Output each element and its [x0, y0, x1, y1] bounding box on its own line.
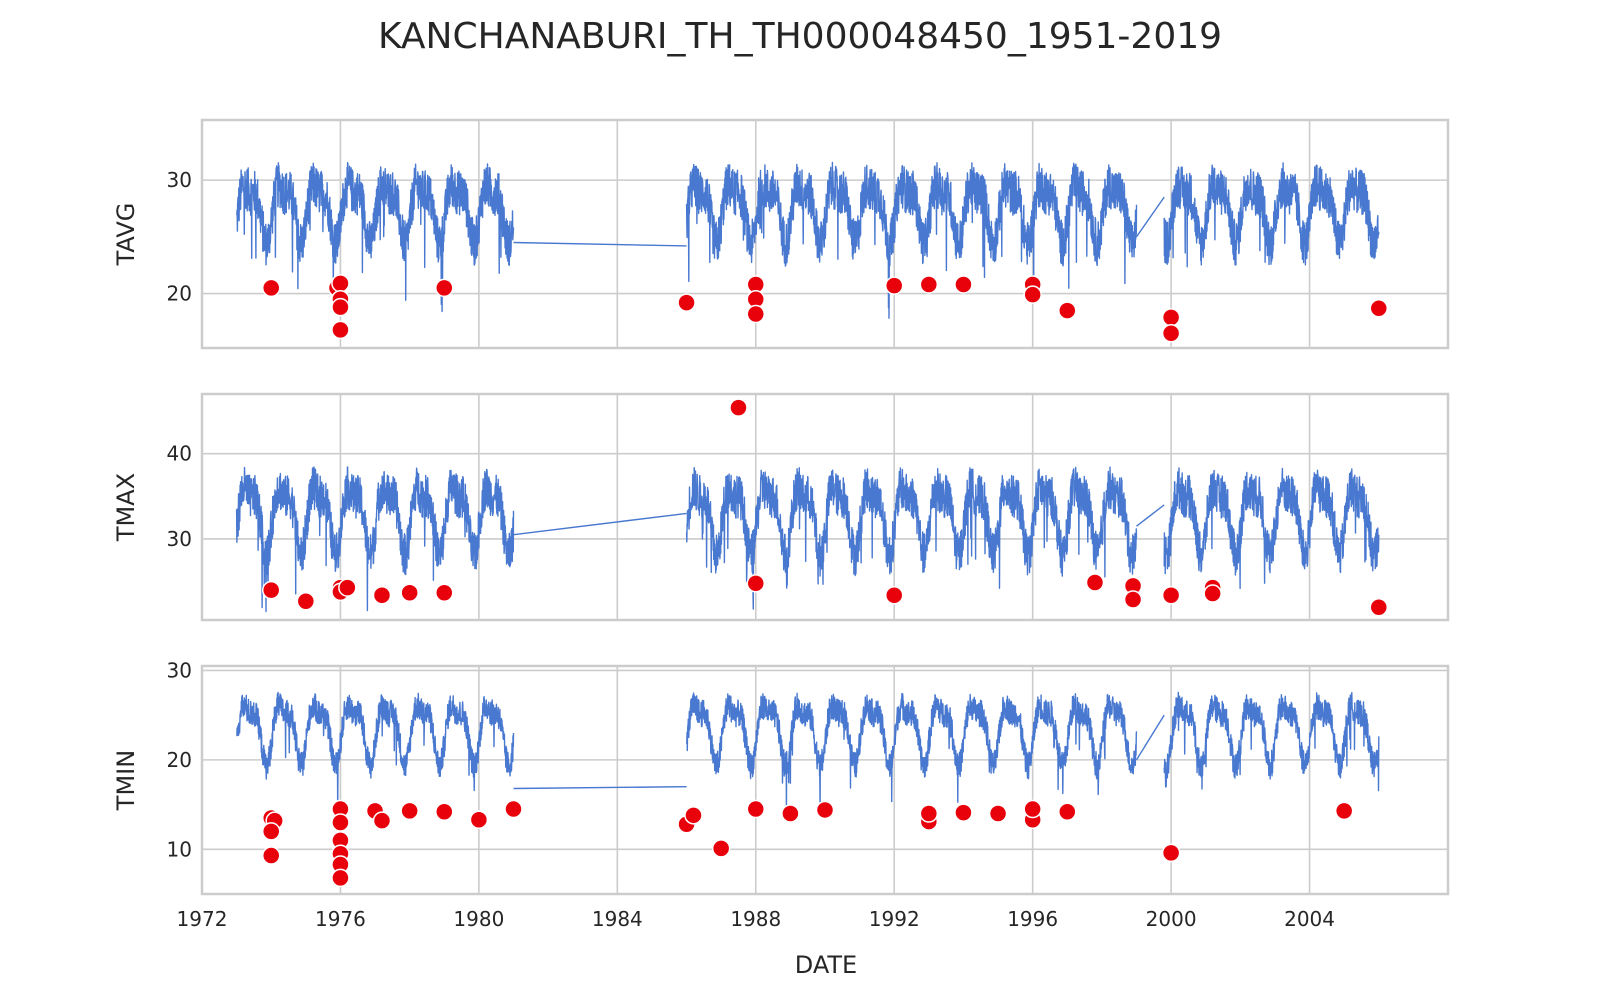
series-line [1163, 691, 1380, 792]
outlier-point [261, 822, 281, 841]
outlier-point [372, 586, 392, 605]
outlier-point [1023, 799, 1042, 819]
outlier-point [746, 574, 766, 593]
axes-frame [200, 118, 1450, 350]
outlier-point [746, 799, 766, 819]
outlier-point [372, 811, 392, 830]
outlier-point [729, 398, 748, 417]
axes-frame [200, 392, 1450, 622]
outlier-point [1369, 597, 1389, 617]
gap-connector [1135, 714, 1165, 761]
outlier-point [954, 803, 973, 822]
series-line [235, 162, 515, 313]
panel-tmax: 30 40 TMAX [112, 392, 1450, 622]
x-tick-label: 1996 [1007, 907, 1058, 931]
gap-connector [513, 512, 687, 536]
x-tick-label: 1984 [592, 907, 643, 931]
outlier-point [400, 583, 419, 602]
outlier-point [261, 580, 281, 600]
x-tick-label: 1972 [177, 907, 228, 931]
outlier-point [1203, 584, 1222, 603]
series-line [236, 691, 515, 809]
series-line [685, 161, 1138, 319]
outlier-point [746, 304, 766, 324]
x-tick-label: 1980 [453, 907, 504, 931]
y-tick-label: 30 [167, 658, 192, 682]
y-tick-label: 40 [167, 442, 192, 466]
outlier-point [261, 846, 281, 865]
outlier-point [469, 810, 489, 830]
outlier-point [1161, 308, 1181, 327]
x-tick-label: 2000 [1146, 907, 1197, 931]
outlier-point [684, 806, 703, 825]
outlier-point [1058, 301, 1077, 320]
panels: 20 30 TAVG 30 40 TMAX 10 20 30 TMIN [112, 118, 1450, 896]
outlier-point [331, 274, 350, 293]
x-tick-label: 1992 [869, 907, 920, 931]
outlier-point [435, 802, 454, 821]
outlier-point [1161, 843, 1181, 863]
outlier-point [919, 804, 939, 823]
outlier-point [1161, 586, 1181, 605]
axes-frame [200, 664, 1450, 896]
outlier-point [781, 804, 800, 823]
outlier-point [815, 800, 835, 820]
outlier-point [331, 813, 350, 832]
outlier-point [338, 578, 357, 597]
panel-tavg: 20 30 TAVG [112, 118, 1450, 350]
outlier-point [677, 293, 696, 312]
outlier-point [435, 278, 454, 298]
y-axis-label: TAVG [112, 203, 140, 267]
outlier-point [504, 799, 523, 819]
y-tick-label: 20 [167, 748, 192, 772]
outlier-point [1369, 299, 1389, 318]
y-axis-label: TMIN [112, 750, 140, 811]
outlier-point [711, 839, 731, 858]
outlier-point [954, 275, 973, 294]
x-tick-label: 1988 [730, 907, 781, 931]
outlier-point [261, 278, 281, 298]
series-line [1163, 162, 1380, 268]
x-tick-label: 1976 [315, 907, 366, 931]
y-tick-label: 30 [167, 168, 192, 192]
chart-title: KANCHANABURI_TH_TH000048450_1951-2019 [378, 16, 1222, 57]
outlier-point [884, 586, 904, 605]
series-line [1163, 467, 1380, 590]
series-line [685, 692, 1138, 812]
outlier-point [1085, 573, 1105, 592]
x-axis-ticks: 1972 1976 1980 1984 1988 1992 1996 2000 2004 [177, 907, 1335, 931]
outlier-point [331, 297, 350, 317]
panel-tmin: 10 20 30 TMIN [112, 658, 1450, 896]
gap-connector [513, 241, 687, 247]
outlier-point [400, 801, 419, 821]
outlier-point [435, 583, 454, 602]
gap-connector [1135, 196, 1165, 238]
outlier-point [331, 320, 350, 340]
outlier-point [919, 275, 939, 294]
outlier-point [884, 276, 904, 295]
y-tick-label: 10 [167, 837, 192, 861]
outlier-point [988, 804, 1008, 823]
series-line [235, 466, 515, 613]
outlier-point [1334, 801, 1354, 821]
gap-connector [1136, 504, 1165, 527]
x-tick-label: 2004 [1284, 907, 1335, 931]
x-axis-label: DATE [795, 951, 857, 979]
outlier-point [1058, 802, 1077, 821]
series-line [685, 466, 1138, 610]
outlier-point [296, 591, 316, 611]
y-axis-label: TMAX [112, 473, 140, 542]
gap-connector [513, 786, 687, 790]
y-tick-label: 30 [167, 527, 192, 551]
outlier-point [1123, 590, 1143, 609]
y-tick-label: 20 [167, 282, 192, 306]
outlier-point [1161, 324, 1181, 343]
outlier-point [1023, 285, 1042, 304]
outlier-point [331, 868, 350, 888]
